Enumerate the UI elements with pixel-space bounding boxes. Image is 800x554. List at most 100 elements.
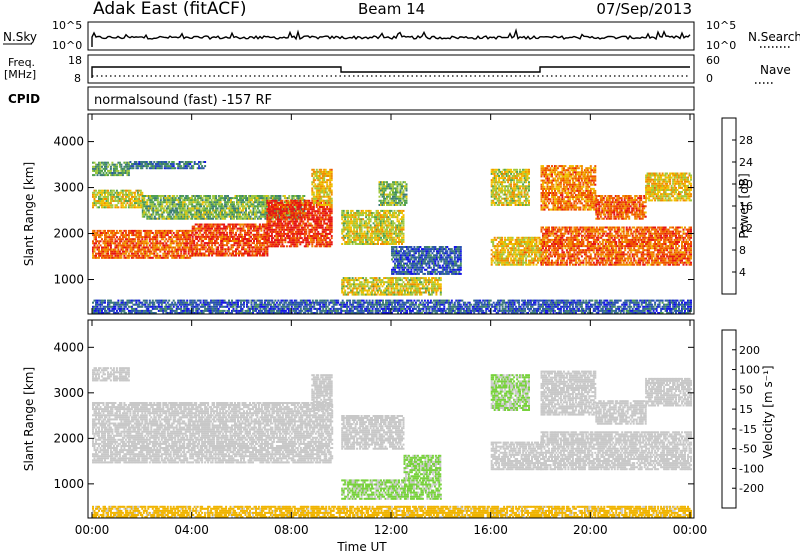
echo-cell <box>156 253 158 255</box>
echo-cell <box>110 202 112 204</box>
echo-cell <box>117 170 119 172</box>
echo-cell <box>299 206 301 208</box>
echo-cell <box>188 232 190 234</box>
echo-cell <box>275 210 277 212</box>
echo-cell <box>355 277 357 279</box>
echo-cell <box>331 231 333 233</box>
echo-cell <box>349 277 351 279</box>
echo-cell <box>108 164 110 166</box>
echo-cell <box>326 183 328 185</box>
echo-cell <box>165 161 167 163</box>
echo-cell <box>159 240 161 242</box>
echo-cell <box>305 223 307 225</box>
echo-cell <box>197 199 199 201</box>
echo-cell <box>383 227 385 229</box>
echo-cell <box>170 232 172 234</box>
echo-cell <box>188 216 190 218</box>
echo-cell <box>145 212 147 214</box>
plot-title: Adak East (fitACF) <box>93 0 247 19</box>
echo-cell <box>226 212 228 214</box>
echo-cell <box>101 166 103 168</box>
echo-cell <box>302 241 304 243</box>
echo-cell <box>135 196 137 198</box>
echo-cell <box>167 234 169 236</box>
echo-cell <box>400 204 402 206</box>
nsearch-tick-top: 10^5 <box>706 19 736 32</box>
echo-cell <box>154 216 156 218</box>
echo-cell <box>107 198 109 200</box>
echo-cell <box>379 287 381 289</box>
echo-cell <box>407 277 409 279</box>
echo-cell <box>92 240 94 242</box>
echo-cell <box>153 161 155 163</box>
echo-cell <box>406 279 408 281</box>
echo-cell <box>97 194 99 196</box>
echo-cell <box>107 253 109 255</box>
echo-cell <box>126 202 128 204</box>
echo-cell <box>114 198 116 200</box>
echo-cell <box>116 190 118 192</box>
echo-cell <box>377 292 379 294</box>
echo-cell <box>200 195 202 197</box>
echo-cell <box>260 246 262 248</box>
echo-cell <box>158 247 160 249</box>
echo-cell <box>299 223 301 225</box>
echo-cell <box>394 210 396 212</box>
echo-cell <box>122 249 124 251</box>
echo-cell <box>271 239 273 241</box>
echo-cell <box>368 222 370 224</box>
echo-cell <box>152 163 154 165</box>
echo-cell <box>179 199 181 201</box>
echo-cell <box>201 165 203 167</box>
echo-cell <box>301 231 303 233</box>
echo-cell <box>126 249 128 251</box>
echo-cell <box>362 241 364 243</box>
echo-cell <box>177 251 179 253</box>
echo-cell <box>400 196 402 198</box>
echo-cell <box>371 235 373 237</box>
echo-cell <box>173 165 175 167</box>
echo-cell <box>308 243 310 245</box>
echo-cell <box>238 246 240 248</box>
echo-cell <box>229 226 231 228</box>
echo-cell <box>97 174 99 176</box>
echo-cell <box>202 199 204 201</box>
echo-cell <box>400 190 402 192</box>
echo-cell <box>331 183 333 185</box>
echo-cell <box>283 227 285 229</box>
echo-cell <box>284 195 286 197</box>
echo-cell <box>94 192 96 194</box>
echo-cell <box>314 202 316 204</box>
echo-cell <box>201 224 203 226</box>
echo-cell <box>216 240 218 242</box>
echo-cell <box>140 230 142 232</box>
echo-cell <box>249 230 251 232</box>
echo-cell <box>346 285 348 287</box>
echo-cell <box>391 235 393 237</box>
echo-cell <box>126 242 128 244</box>
echo-cell <box>146 167 148 169</box>
echo-cell <box>222 230 224 232</box>
echo-cell <box>298 208 300 210</box>
echo-cell <box>352 290 354 292</box>
echo-cell <box>140 190 142 192</box>
echo-cell <box>245 212 247 214</box>
echo-cell <box>226 228 228 230</box>
echo-cell <box>284 239 286 241</box>
echo-cell <box>215 195 217 197</box>
echo-cell <box>292 218 294 220</box>
echo-cell <box>260 250 262 252</box>
echo-cell <box>213 232 215 234</box>
echo-cell <box>383 283 385 285</box>
echo-cell <box>407 290 409 292</box>
echo-cell <box>401 279 403 281</box>
echo-cell <box>250 232 252 234</box>
echo-cell <box>253 242 255 244</box>
echo-cell <box>128 257 130 259</box>
echo-cell <box>349 224 351 226</box>
echo-cell <box>117 206 119 208</box>
echo-cell <box>287 202 289 204</box>
echo-cell <box>152 207 154 209</box>
echo-cell <box>183 255 185 257</box>
echo-cell <box>406 202 408 204</box>
